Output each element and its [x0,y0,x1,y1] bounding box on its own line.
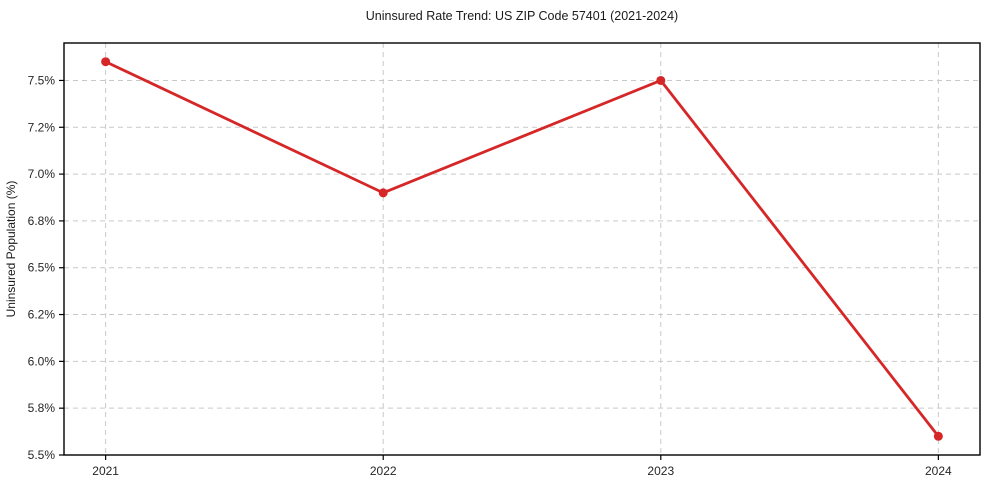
data-series-layer [101,57,943,441]
tick-layer: 5.5% 5.8% 6.0% 6.2% 6.5% 6.8% 7.0% 7.2% 7.5% 2021… [28,73,952,478]
x-tick-label: 2021 [92,464,119,478]
y-tick-label: 7.5% [28,73,56,87]
y-tick-label: 6.8% [28,214,56,228]
x-tick-label: 2023 [647,464,674,478]
data-point [378,188,388,198]
trend-line [104,60,940,438]
y-axis-label: Uninsured Population (%) [4,181,18,318]
y-tick-label: 7.2% [28,120,56,134]
grid-layer [64,43,980,456]
data-point [656,75,666,85]
x-tick-label: 2022 [370,464,397,478]
y-tick-label: 7.0% [28,167,56,181]
y-tick-label: 6.2% [28,308,56,322]
axes-spines [63,42,981,456]
chart-title: Uninsured Rate Trend: US ZIP Code 57401 … [366,9,678,23]
y-tick-label: 6.5% [28,261,56,275]
y-tick-label: 5.8% [28,401,56,415]
axes-border [63,42,981,456]
y-tick-label: 5.5% [28,448,56,462]
data-point [933,431,943,441]
y-tick-label: 6.0% [28,354,56,368]
x-tick-label: 2024 [925,464,952,478]
data-point [101,57,111,67]
